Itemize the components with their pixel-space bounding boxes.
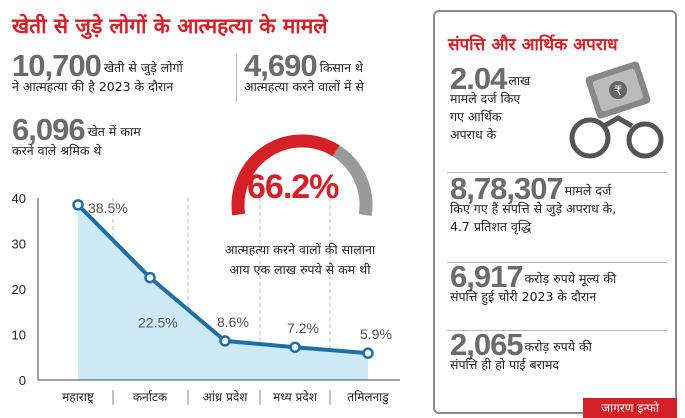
data-point bbox=[72, 199, 84, 211]
source-badge: जागरण इन्फो bbox=[583, 398, 677, 418]
stat-divider bbox=[236, 54, 237, 102]
svg-text:₹: ₹ bbox=[614, 84, 622, 99]
stat-farm-suicides: 10,700 खेती से जुड़े लोगों ने आत्महत्या क… bbox=[12, 50, 183, 96]
infographic-title: खेती से जुड़े लोगों के आत्महत्या के मामल… bbox=[12, 14, 328, 38]
panel-stat-cases-unit: लाख bbox=[508, 73, 531, 88]
y-tick-label: 10 bbox=[12, 328, 26, 343]
stat-labourers-number: 6,096 bbox=[12, 112, 86, 147]
panel-stat-stolen-line2: संपत्ति हुई चोरी 2023 के दौरान bbox=[450, 289, 597, 304]
stat-farmers-label: किसान थे bbox=[319, 60, 364, 75]
stat-farmers-desc: आत्महत्या करने वालों में से bbox=[244, 79, 364, 94]
x-category-label: कर्नाटक bbox=[133, 390, 168, 404]
data-point bbox=[289, 341, 301, 353]
stat-farm-suicides-number: 10,700 bbox=[12, 48, 102, 83]
panel-stat-cases-line2: मामले दर्ज किए bbox=[450, 91, 521, 106]
stat-labourers-desc: करने वाले श्रमिक थे bbox=[12, 143, 102, 158]
panel-stat-stolen-label: करोड़ रुपये मूल्य की bbox=[524, 271, 617, 286]
gauge-fill-arc bbox=[231, 134, 340, 216]
stat-labourers-label: खेत में काम bbox=[87, 124, 141, 139]
panel-stat-stolen: 6,917 करोड़ रुपये मूल्य की संपत्ति हुई चो… bbox=[450, 261, 665, 306]
y-tick-label: 40 bbox=[12, 191, 26, 206]
x-category-label: तमिलनाडु bbox=[347, 390, 389, 405]
gauge-caption: आत्महत्या करने वालों की सालाना आय एक लाख… bbox=[205, 240, 395, 280]
panel-stat-recovered-line2: संपत्ति ही हो पाई बरामद bbox=[450, 357, 560, 372]
gauge-caption-line1: आत्महत्या करने वालों की सालाना bbox=[224, 242, 376, 257]
panel-stat-recovered: 2,065 करोड़ रुपये की संपत्ति ही हो पाई बर… bbox=[450, 329, 665, 374]
x-category-label: आंध्र प्रदेश bbox=[203, 390, 249, 404]
panel-stat-cases-line4: अपराध के bbox=[450, 127, 497, 142]
panel-stat-recovered-label: करोड़ रुपये की bbox=[524, 339, 592, 354]
data-value-label: 8.6% bbox=[217, 314, 249, 330]
panel-separator bbox=[447, 262, 667, 263]
data-point bbox=[219, 335, 231, 347]
panel-stat-cases-number: 2.04 bbox=[450, 61, 507, 96]
data-value-label: 22.5% bbox=[138, 315, 178, 331]
data-point bbox=[144, 271, 156, 284]
stat-farmers: 4,690 किसान थे आत्महत्या करने वालों में स… bbox=[244, 50, 364, 96]
gauge-caption-line2: आय एक लाख रुपये से कम थी bbox=[229, 262, 371, 277]
panel-stat-recovered-number: 2,065 bbox=[450, 327, 524, 362]
panel-stat-cases: 2.04 लाख मामले दर्ज किए गए आर्थिक अपराध क… bbox=[450, 63, 665, 144]
data-point bbox=[362, 347, 374, 359]
gauge-remainder-arc bbox=[332, 145, 373, 217]
data-value-label: 7.2% bbox=[287, 320, 319, 336]
panel-stat-cases-line3: गए आर्थिक bbox=[450, 109, 502, 124]
gauge-value: 66.2% bbox=[247, 168, 339, 206]
state-suicides-chart: 0 10 20 30 40 38.5% 22.5% 8.6% 7.2% 5.9% महाराष्… bbox=[12, 191, 400, 405]
x-category-label: महाराष्ट्र bbox=[62, 390, 95, 404]
panel-stat-stolen-number: 6,917 bbox=[450, 259, 524, 294]
panel-title: संपत्ति और आर्थिक अपराध bbox=[448, 35, 618, 55]
panel-separator bbox=[447, 172, 667, 173]
y-tick-label: 20 bbox=[12, 282, 26, 297]
data-value-label: 5.9% bbox=[360, 326, 392, 342]
income-gauge bbox=[231, 134, 373, 217]
stat-farm-suicides-label: खेती से जुड़े लोगों bbox=[103, 60, 183, 75]
y-tick-label: 0 bbox=[19, 373, 26, 388]
data-value-label: 38.5% bbox=[88, 200, 128, 216]
x-category-label: मध्य प्रदेश bbox=[273, 390, 318, 404]
stat-farm-suicides-desc: ने आत्महत्या की है 2023 के दौरान bbox=[12, 79, 174, 94]
y-tick-label: 30 bbox=[12, 237, 26, 252]
stat-labourers: 6,096 खेत में काम करने वाले श्रमिक थे bbox=[12, 114, 141, 160]
economic-crime-panel bbox=[433, 10, 677, 414]
chart-area-fill bbox=[78, 204, 368, 380]
panel-stat-property-cases-number: 8,78,307 bbox=[450, 171, 564, 206]
panel-stat-property-cases-line2: किए गए हैं संपत्ति से जुड़े अपराध के, bbox=[450, 201, 617, 216]
panel-stat-property-cases-line3: 4.7 प्रतिशत वृद्धि bbox=[450, 219, 532, 234]
panel-separator bbox=[447, 330, 667, 331]
panel-stat-property-cases: 8,78,307 मामले दर्ज किए गए हैं संपत्ति से… bbox=[450, 173, 665, 236]
stat-farmers-number: 4,690 bbox=[244, 48, 318, 83]
panel-stat-property-cases-label: मामले दर्ज bbox=[564, 183, 612, 198]
handcuffs-money-icon: ₹ bbox=[569, 61, 664, 159]
